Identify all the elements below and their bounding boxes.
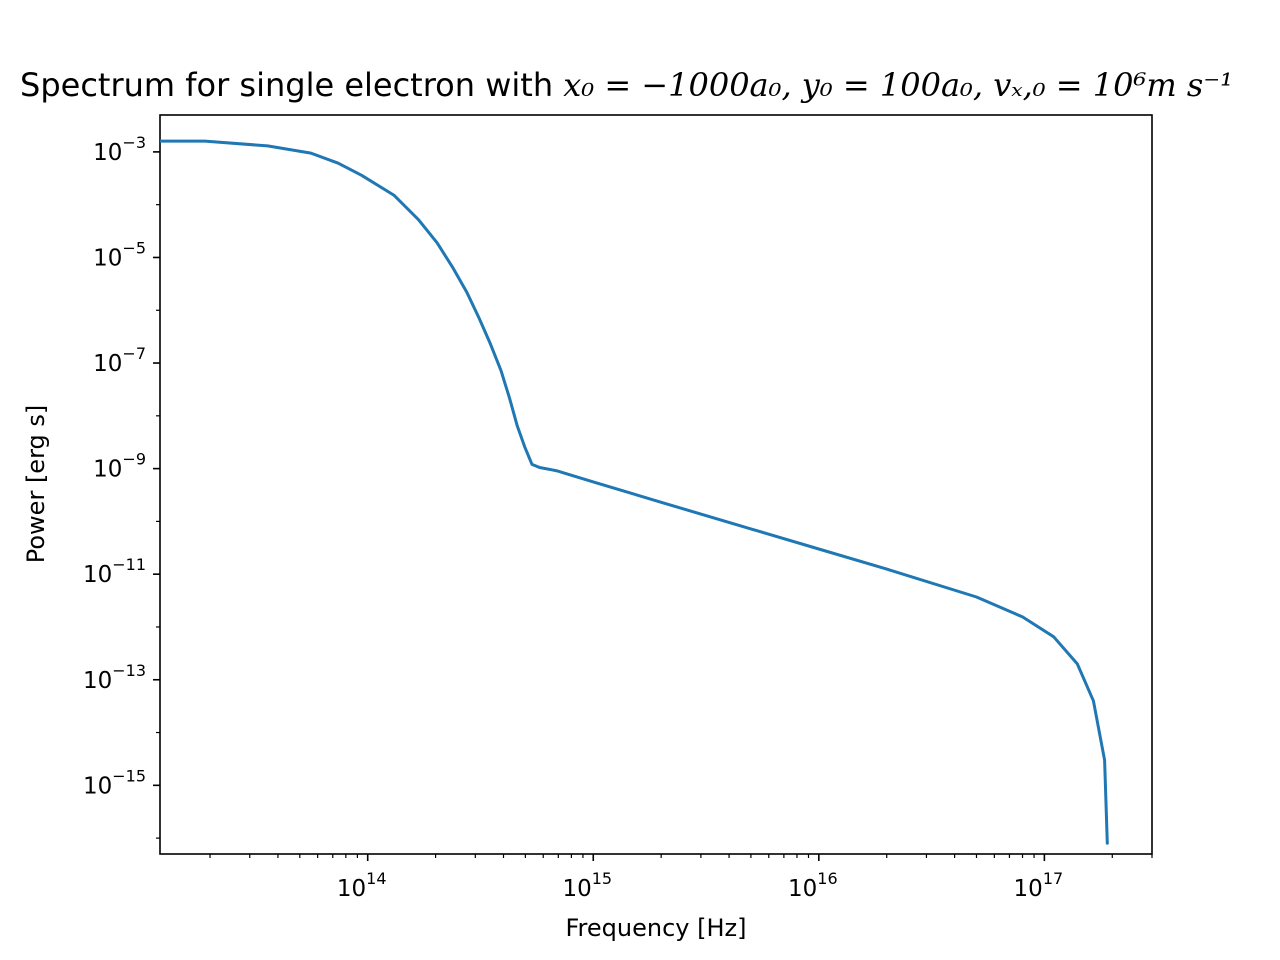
y-tick-exponent: −5	[122, 238, 146, 257]
y-tick-base: 10	[83, 562, 112, 588]
y-tick-base: 10	[83, 668, 112, 694]
x-tick-label: 1015	[562, 869, 612, 902]
y-tick-exponent: −11	[112, 555, 146, 574]
y-tick-label: 10−11	[83, 555, 146, 588]
chart-title-prefix: Spectrum for single electron with	[20, 66, 563, 104]
chart-title: Spectrum for single electron with x₀ = −…	[20, 66, 1233, 104]
y-axis-label: Power [erg s]	[22, 405, 50, 564]
chart-title-math: x₀ = −1000a₀, y₀ = 100a₀, vₓ,₀ = 10⁶m s⁻…	[563, 66, 1233, 104]
x-axis: 1014 1015 1016 1017	[209, 854, 1153, 902]
y-tick-exponent: −7	[122, 344, 146, 363]
x-tick-exponent: 14	[366, 869, 386, 888]
plot-area-frame	[159, 114, 1153, 855]
y-tick-label: 10−5	[93, 238, 146, 271]
x-tick-base: 10	[337, 876, 366, 902]
y-tick-base: 10	[93, 140, 122, 166]
y-tick-label: 10−9	[93, 450, 146, 483]
y-tick-label: 10−7	[93, 344, 146, 377]
y-tick-exponent: −15	[112, 766, 146, 785]
y-tick-label: 10−15	[83, 766, 146, 799]
y-tick-exponent: −9	[122, 450, 146, 469]
x-tick-base: 10	[1014, 876, 1043, 902]
x-tick-label: 1014	[337, 869, 387, 902]
x-tick-label: 1016	[788, 869, 838, 902]
x-tick-base: 10	[562, 876, 591, 902]
y-tick-base: 10	[93, 245, 122, 271]
y-tick-label: 10−3	[93, 133, 146, 166]
x-tick-label: 1017	[1014, 869, 1064, 902]
x-tick-base: 10	[788, 876, 817, 902]
spectrum-series-line	[160, 139, 1109, 845]
y-tick-base: 10	[93, 351, 122, 377]
y-tick-exponent: −13	[112, 661, 146, 680]
x-tick-exponent: 17	[1043, 869, 1063, 888]
y-tick-exponent: −3	[122, 133, 146, 152]
y-tick-base: 10	[93, 457, 122, 483]
y-tick-label: 10−13	[83, 661, 146, 694]
y-tick-base: 10	[83, 773, 112, 799]
x-axis-label: Frequency [Hz]	[566, 914, 747, 942]
x-tick-exponent: 15	[592, 869, 612, 888]
x-tick-exponent: 16	[817, 869, 837, 888]
